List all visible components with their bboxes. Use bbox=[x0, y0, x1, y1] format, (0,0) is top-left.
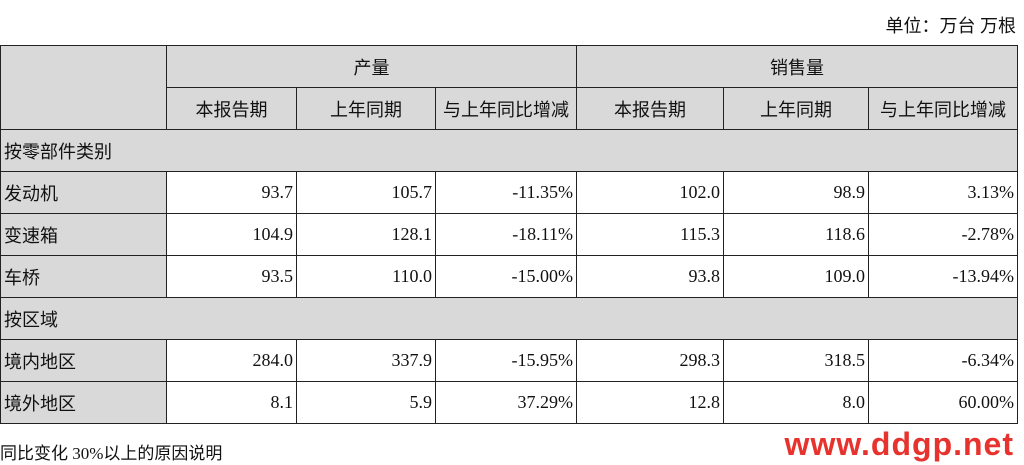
group-header: 销售量 bbox=[576, 45, 1019, 88]
table-cell: 298.3 bbox=[576, 339, 725, 382]
column-header: 与上年同比增减 bbox=[868, 87, 1019, 130]
table-cell: 37.29% bbox=[434, 381, 578, 424]
table-cell: 284.0 bbox=[166, 339, 297, 382]
table-cell: 98.9 bbox=[723, 171, 870, 214]
table-cell: -2.78% bbox=[868, 213, 1019, 256]
section-title: 按零部件类别 bbox=[0, 129, 1019, 172]
table-row: 境内地区 284.0 337.9 -15.95% 298.3 318.5 -6.34% bbox=[0, 339, 1019, 382]
table-cell: 118.6 bbox=[723, 213, 870, 256]
table-cell: 128.1 bbox=[296, 213, 436, 256]
table-cell: 109.0 bbox=[723, 255, 870, 298]
table-cell: -15.00% bbox=[434, 255, 578, 298]
unit-label: 单位：万台 万根 bbox=[885, 16, 1017, 36]
row-label: 发动机 bbox=[0, 171, 167, 214]
table-row: 发动机 93.7 105.7 -11.35% 102.0 98.9 3.13% bbox=[0, 171, 1019, 214]
table-cell: 5.9 bbox=[296, 381, 436, 424]
table-cell: 105.7 bbox=[296, 171, 436, 214]
corner-cell bbox=[0, 45, 167, 130]
row-label: 车桥 bbox=[0, 255, 167, 298]
table-cell: 110.0 bbox=[296, 255, 436, 298]
column-header: 本报告期 bbox=[166, 87, 297, 130]
table-row: 车桥 93.5 110.0 -15.00% 93.8 109.0 -13.94% bbox=[0, 255, 1019, 298]
watermark: www.ddgp.net bbox=[784, 426, 1014, 462]
table-cell: 93.8 bbox=[576, 255, 725, 298]
table-row: 产量 销售量 bbox=[0, 45, 1019, 130]
table-row: 变速箱 104.9 128.1 -18.11% 115.3 118.6 -2.78% bbox=[0, 213, 1019, 256]
table-cell: 60.00% bbox=[868, 381, 1019, 424]
table-cell: 8.0 bbox=[723, 381, 870, 424]
section-title: 按区域 bbox=[0, 297, 1019, 340]
table-cell: -18.11% bbox=[434, 213, 578, 256]
column-header: 与上年同比增减 bbox=[434, 87, 578, 130]
table-cell: 3.13% bbox=[868, 171, 1019, 214]
table-row: 按零部件类别 bbox=[0, 129, 1019, 172]
table-cell: 337.9 bbox=[296, 339, 436, 382]
data-table: 产量 销售量 本报告期 上年同期 与上年同比增减 本报告期 上年同期 与上年同比增减 按零部件类… bbox=[0, 45, 1019, 424]
footer-note: 同比变化 30%以上的原因说明 bbox=[0, 444, 223, 463]
table-cell: 115.3 bbox=[576, 213, 725, 256]
row-label: 境外地区 bbox=[0, 381, 167, 424]
table-cell: 93.7 bbox=[166, 171, 297, 214]
table-cell: 12.8 bbox=[576, 381, 725, 424]
table-cell: 104.9 bbox=[166, 213, 297, 256]
table-cell: -11.35% bbox=[434, 171, 578, 214]
row-label: 境内地区 bbox=[0, 339, 167, 382]
table-row: 境外地区 8.1 5.9 37.29% 12.8 8.0 60.00% bbox=[0, 381, 1019, 424]
table-row: 按区域 bbox=[0, 297, 1019, 340]
column-header: 上年同期 bbox=[723, 87, 870, 130]
column-header: 上年同期 bbox=[296, 87, 436, 130]
table-cell: 8.1 bbox=[166, 381, 297, 424]
table-cell: -13.94% bbox=[868, 255, 1019, 298]
column-header: 本报告期 bbox=[576, 87, 725, 130]
table-cell: 93.5 bbox=[166, 255, 297, 298]
table-row: 本报告期 上年同期 与上年同比增减 本报告期 上年同期 与上年同比增减 bbox=[1, 87, 1019, 130]
table-cell: 102.0 bbox=[576, 171, 725, 214]
table-cell: -6.34% bbox=[868, 339, 1019, 382]
table-cell: -15.95% bbox=[434, 339, 578, 382]
row-label: 变速箱 bbox=[0, 213, 167, 256]
group-header: 产量 bbox=[165, 45, 578, 88]
table-cell: 318.5 bbox=[723, 339, 870, 382]
